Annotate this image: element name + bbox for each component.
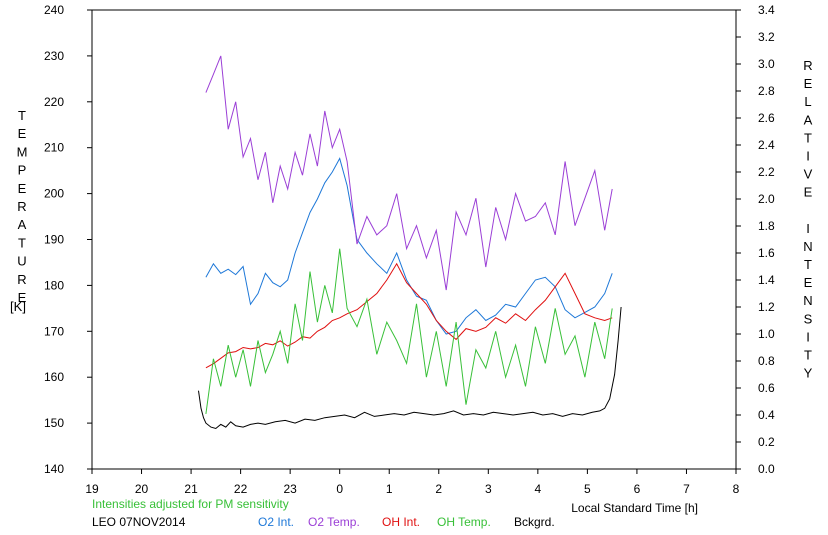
legend-item: O2 Int. xyxy=(258,515,294,529)
y-right-tick-label: 2.8 xyxy=(758,84,775,98)
y-right-label-letter: Y xyxy=(804,366,813,381)
y-right-label-letter: R xyxy=(803,58,812,73)
y-left-label-letter: E xyxy=(18,126,27,141)
x-tick-label: 23 xyxy=(283,482,297,496)
y-left-tick-label: 150 xyxy=(44,416,64,430)
y-right-tick-label: 2.0 xyxy=(758,192,775,206)
x-tick-label: 21 xyxy=(184,482,198,496)
y-left-label-letter: E xyxy=(18,290,27,305)
y-left-tick-label: 180 xyxy=(44,278,64,292)
y-right-tick-label: 1.8 xyxy=(758,219,775,233)
x-tick-label: 5 xyxy=(584,482,591,496)
y-left-tick-label: 170 xyxy=(44,324,64,338)
x-tick-label: 22 xyxy=(234,482,248,496)
y-right-tick-label: 0.8 xyxy=(758,354,775,368)
y-left-label-letter: T xyxy=(18,235,26,250)
y-right-tick-label: 1.6 xyxy=(758,246,775,260)
x-tick-label: 2 xyxy=(435,482,442,496)
x-tick-label: 1 xyxy=(386,482,393,496)
y-right-label-letter: T xyxy=(804,130,812,145)
y-right-tick-label: 0.4 xyxy=(758,408,775,422)
series-line-o2-temp xyxy=(205,55,613,291)
y-right-label-letter: E xyxy=(804,185,813,200)
y-left-tick-label: 160 xyxy=(44,370,64,384)
y-left-label-letter: R xyxy=(17,272,26,287)
y-right-tick-label: 1.0 xyxy=(758,327,775,341)
series-layer xyxy=(198,55,622,430)
legend-item: Bckgrd. xyxy=(514,515,555,529)
y-right-label-letter: S xyxy=(804,311,813,326)
y-left-label-letter: U xyxy=(17,254,26,269)
series-line-oh-int xyxy=(205,262,613,369)
y-left-label-letter: M xyxy=(17,144,28,159)
y-right-tick-label: 2.4 xyxy=(758,138,775,152)
series-line-bckgrd xyxy=(198,306,622,430)
series-line-o2-int xyxy=(205,157,613,335)
y-right-axis-ticks: 0.0 0.2 0.4 0.6 0.8 1.0 1.2 1.4 1.6 1.8 2.0 2.2 2.4 2… xyxy=(736,3,775,476)
y-left-axis-unit: [K] xyxy=(10,299,26,314)
y-right-label-letter: N xyxy=(803,293,812,308)
y-right-tick-label: 1.4 xyxy=(758,273,775,287)
y-right-label-letter: E xyxy=(804,76,813,91)
y-right-label-letter: L xyxy=(804,94,811,109)
y-left-tick-label: 230 xyxy=(44,49,64,63)
y-right-label-letter: V xyxy=(804,167,813,182)
x-tick-label: 8 xyxy=(733,482,740,496)
y-left-axis-ticks: 140 150 160 170 180 190 200 210 220 230 240 xyxy=(44,3,92,476)
y-right-tick-label: 0.6 xyxy=(758,381,775,395)
legend-item: OH Temp. xyxy=(437,515,491,529)
y-right-tick-label: 0.0 xyxy=(758,462,775,476)
y-right-tick-label: 1.2 xyxy=(758,300,775,314)
y-left-tick-label: 240 xyxy=(44,3,64,17)
y-right-label-letter: I xyxy=(806,329,810,344)
y-right-label-letter: I xyxy=(806,221,810,236)
y-right-label-letter: T xyxy=(804,257,812,272)
y-left-tick-label: 210 xyxy=(44,141,64,155)
y-right-label-letter: N xyxy=(803,239,812,254)
y-right-label-letter: E xyxy=(804,275,813,290)
x-tick-label: 19 xyxy=(85,482,99,496)
y-left-tick-label: 200 xyxy=(44,187,64,201)
y-right-label-letter: I xyxy=(806,149,810,164)
y-left-tick-label: 140 xyxy=(44,462,64,476)
y-right-tick-label: 0.2 xyxy=(758,435,775,449)
x-axis-ticks: 19 20 21 22 23 0 1 2 3 4 5 6 7 8 xyxy=(85,469,740,496)
y-left-label-letter: A xyxy=(18,217,27,232)
x-tick-label: 4 xyxy=(535,482,542,496)
y-left-label-letter: P xyxy=(18,163,27,178)
x-tick-label: 7 xyxy=(683,482,690,496)
plot-frame xyxy=(91,9,737,470)
legend-item: OH Int. xyxy=(382,515,420,529)
x-axis-label: Local Standard Time [h] xyxy=(571,501,698,515)
y-left-label-letter: R xyxy=(17,199,26,214)
y-left-label-letter: T xyxy=(18,108,26,123)
y-left-tick-label: 220 xyxy=(44,95,64,109)
x-tick-label: 20 xyxy=(135,482,149,496)
x-tick-label: 0 xyxy=(336,482,343,496)
y-left-tick-label: 190 xyxy=(44,233,64,247)
y-right-tick-label: 3.4 xyxy=(758,3,775,17)
y-right-label-letter: A xyxy=(804,112,813,127)
y-right-tick-label: 3.0 xyxy=(758,57,775,71)
note-text: Intensities adjusted for PM sensitivity xyxy=(92,497,289,511)
y-right-tick-label: 2.2 xyxy=(758,165,775,179)
station-date: LEO 07NOV2014 xyxy=(92,515,186,529)
y-right-tick-label: 3.2 xyxy=(758,30,775,44)
y-left-label-letter: E xyxy=(18,181,27,196)
x-tick-label: 6 xyxy=(634,482,641,496)
series-line-oh-temp xyxy=(205,248,613,414)
x-tick-label: 3 xyxy=(485,482,492,496)
legend-item: O2 Temp. xyxy=(308,515,360,529)
y-right-tick-label: 2.6 xyxy=(758,111,775,125)
y-right-label-letter: T xyxy=(804,348,812,363)
legend: O2 Int. O2 Temp. OH Int. OH Temp. Bckgrd. xyxy=(258,515,555,529)
